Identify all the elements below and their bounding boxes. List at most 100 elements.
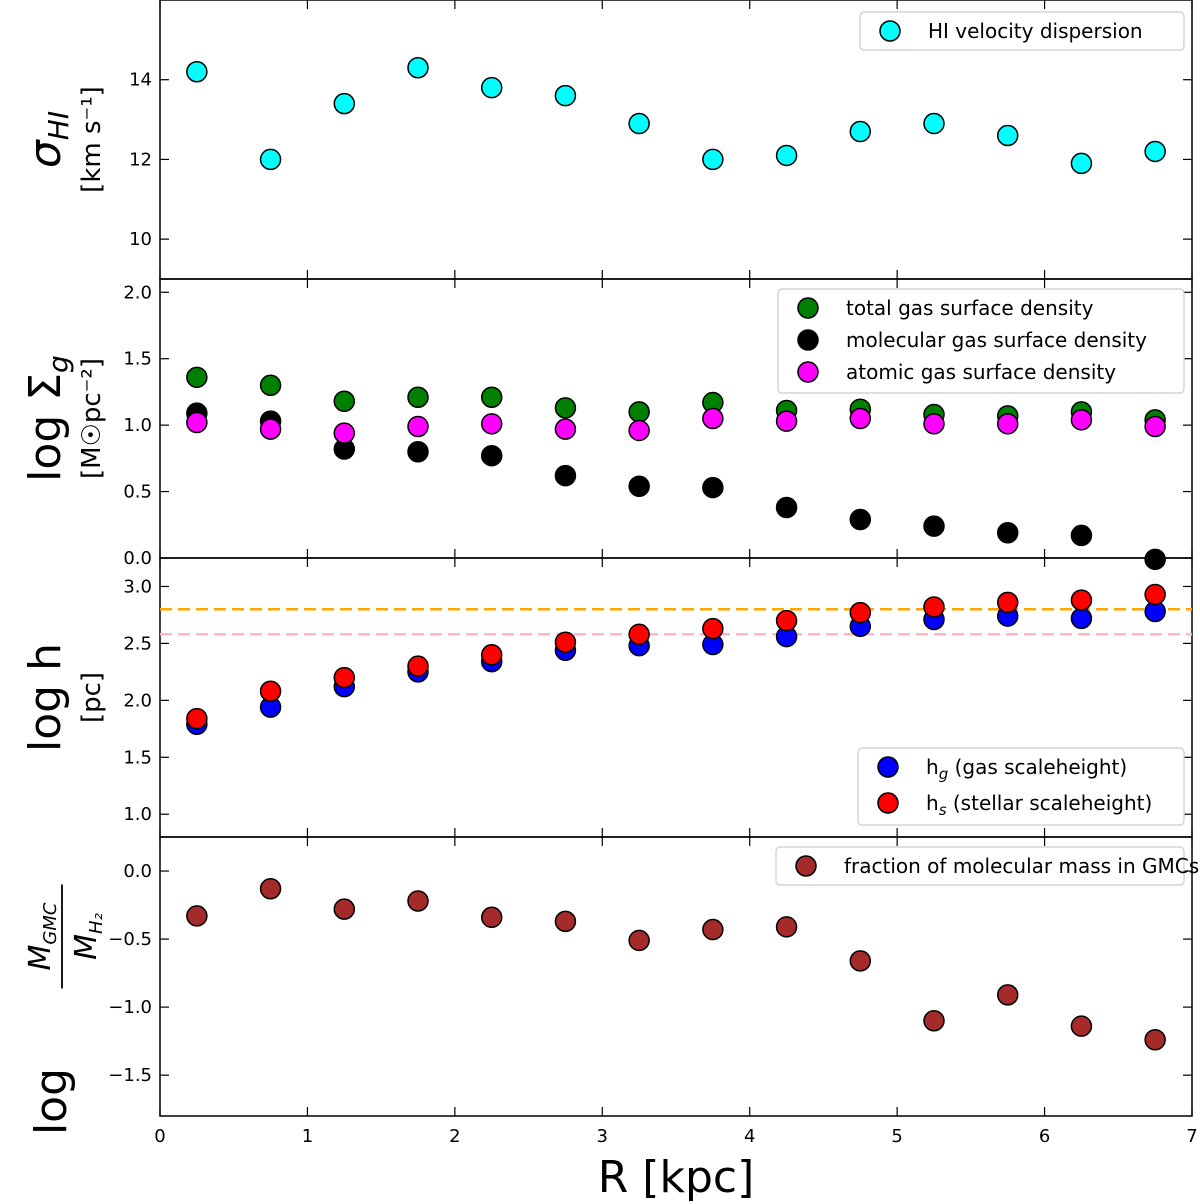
- legend-box: [775, 846, 1185, 886]
- x-axis: 0 1 2 3 4 5 6 7 R [kpc]: [154, 1126, 1197, 1203]
- data-point: [628, 112, 650, 135]
- y-axis-label-log: log: [26, 1068, 77, 1135]
- data-point: [1070, 524, 1093, 547]
- y-tick-label: 1.5: [123, 747, 152, 768]
- panel-sigma_g: 0.0 0.5 1.0 1.5 2.0 total gas surface density…: [20, 278, 1193, 571]
- y-tick-label: 1.5: [123, 349, 152, 370]
- data-point: [628, 623, 650, 646]
- y-axis-label-main-text: log Σ: [20, 373, 71, 482]
- data-point: [186, 905, 208, 927]
- data-point: [259, 148, 282, 171]
- legend-marker: [877, 756, 899, 778]
- legend-label-main: HI velocity dispersion: [928, 19, 1143, 43]
- data-point: [554, 910, 577, 933]
- data-point: [996, 124, 1019, 147]
- data-point: [996, 591, 1019, 614]
- data-point: [333, 390, 356, 412]
- legend-label-main: total gas surface density: [846, 296, 1094, 320]
- data-point: [407, 386, 429, 408]
- data-point: [1144, 583, 1166, 606]
- y-tick-label: 10: [129, 229, 152, 250]
- fraction-den-sub: H₂: [86, 913, 107, 934]
- data-point: [702, 148, 724, 171]
- data-point: [1070, 607, 1093, 630]
- x-axis-label: R [kpc]: [598, 1152, 755, 1203]
- legend-label-sub: s: [939, 801, 947, 819]
- y-tick-label: −1.5: [108, 1065, 152, 1086]
- x-tick-label: 7: [1186, 1126, 1197, 1147]
- data-point: [186, 411, 208, 434]
- data-point: [480, 444, 503, 467]
- fraction-num-sub: GMC: [40, 902, 61, 944]
- data-point: [996, 522, 1019, 544]
- data-point: [996, 984, 1019, 1006]
- fraction-num-main: M: [23, 944, 58, 970]
- data-point: [333, 92, 356, 115]
- y-axis-label: σHI [km s⁻¹]: [20, 86, 107, 193]
- y-tick-label: 14: [129, 70, 152, 91]
- data-point: [923, 1009, 945, 1032]
- y-tick-label: 0.5: [123, 482, 152, 503]
- data-point: [628, 475, 650, 498]
- data-point: [554, 631, 577, 654]
- data-point: [259, 418, 282, 440]
- y-axis-label-main-sub: g: [42, 355, 75, 373]
- data-point: [1070, 589, 1093, 611]
- data-point: [775, 609, 798, 632]
- y-axis-label-unit: [km s⁻¹]: [77, 86, 107, 193]
- y-axis-label-unit: [M☉pc⁻²]: [77, 358, 107, 479]
- data-point: [1144, 140, 1166, 163]
- legend-label-main: fraction of molecular mass in GMCs: [844, 854, 1199, 878]
- legend-label: hs (stellar scaleheight): [926, 791, 1152, 819]
- y-axis-fraction-denominator: MH₂: [69, 913, 107, 960]
- data-point: [333, 898, 356, 920]
- data-point: [1144, 548, 1166, 571]
- data-point: [554, 397, 577, 419]
- data-point: [923, 596, 945, 618]
- data-point: [849, 407, 872, 430]
- data-point: [923, 413, 945, 435]
- data-point: [333, 666, 356, 689]
- fraction-den-main: M: [69, 934, 104, 960]
- legend-label: HI velocity dispersion: [928, 19, 1143, 43]
- legend-label: molecular gas surface density: [846, 328, 1147, 352]
- data-point: [702, 476, 724, 499]
- data-point: [849, 601, 872, 624]
- legend-label-main: molecular gas surface density: [846, 328, 1147, 352]
- data-point: [186, 60, 208, 83]
- data-point: [186, 366, 208, 389]
- x-tick-label: 2: [449, 1126, 460, 1147]
- data-point: [333, 422, 356, 444]
- data-point: [628, 419, 650, 442]
- data-point: [775, 410, 798, 432]
- legend-label-main: h: [926, 791, 939, 815]
- legend-marker: [877, 792, 899, 814]
- x-tick-label: 0: [154, 1126, 165, 1147]
- y-axis-label-main-text: σ: [20, 139, 71, 168]
- y-axis-fraction-numerator: MGMC: [23, 902, 61, 970]
- data-point: [259, 680, 282, 702]
- data-point: [407, 440, 429, 463]
- y-tick-label: −1.0: [108, 997, 152, 1018]
- legend-box: [857, 747, 1185, 826]
- y-tick-label: 2.0: [123, 690, 152, 711]
- legend-marker: [879, 20, 901, 42]
- data-point: [480, 76, 503, 99]
- x-tick-label: 4: [744, 1126, 755, 1147]
- data-point: [186, 707, 208, 730]
- data-point: [407, 57, 429, 79]
- data-point: [702, 617, 724, 640]
- legend-label-sub: g: [939, 765, 949, 783]
- y-axis-label-main: log Σg: [20, 355, 75, 482]
- y-axis-label-main: σHI: [20, 111, 75, 168]
- data-point: [480, 386, 503, 408]
- data-point: [1144, 1029, 1166, 1051]
- y-tick-label: 2.0: [123, 282, 152, 303]
- data-point: [849, 508, 872, 531]
- data-point: [259, 877, 282, 900]
- panel-frame: [159, 836, 1193, 1117]
- legend-label-rest: (gas scaleheight): [948, 755, 1127, 779]
- data-point: [554, 84, 577, 107]
